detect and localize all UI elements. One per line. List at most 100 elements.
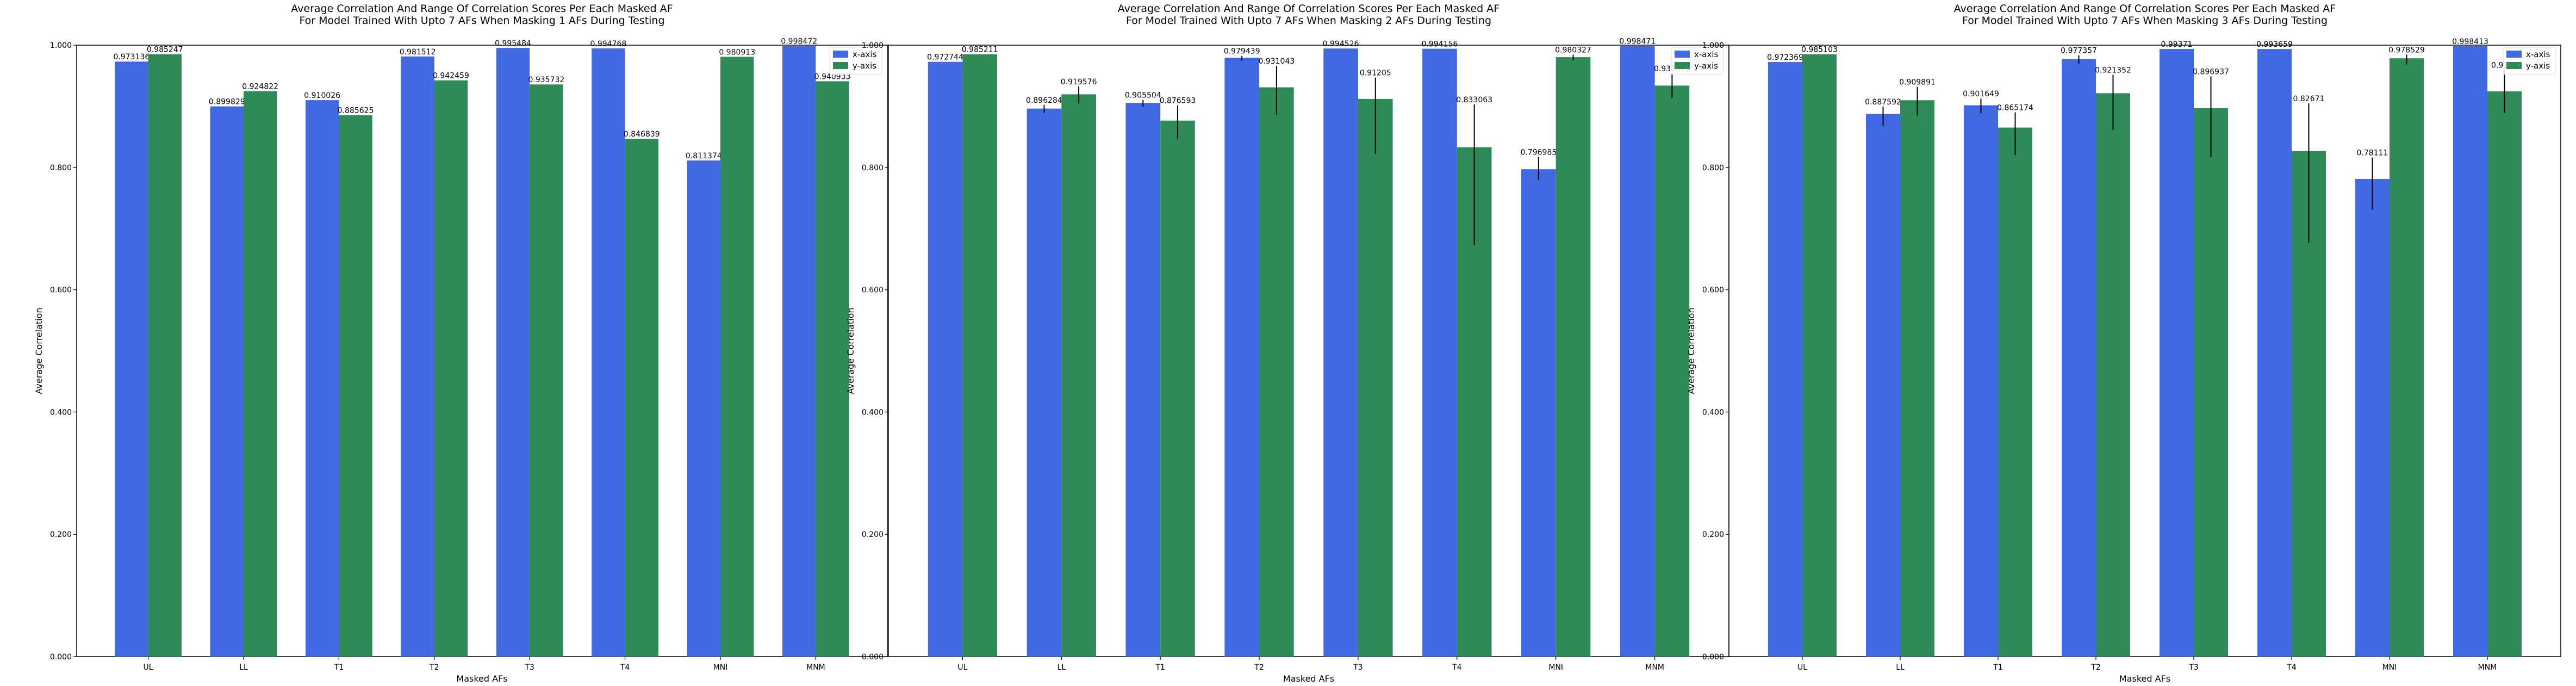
y-tick-label: 0.200 [50,530,72,539]
bar-value-label: 0.846839 [624,130,660,139]
bar-value-label: 0.899829 [209,98,245,107]
y-tick-label: 0.000 [1702,653,1724,662]
legend-swatch [833,51,848,58]
bar-value-label: 0.998413 [2452,38,2488,46]
y-axis-bar [1998,127,2032,657]
x-axis-bar [305,100,339,657]
chart-title: Average Correlation And Range Of Correla… [1954,3,2336,15]
y-tick-label: 0.800 [1702,164,1724,172]
x-axis-bar [782,46,816,657]
chart-panel-1: Average Correlation And Range Of Correla… [34,3,888,684]
y-axis-bar [2194,108,2228,657]
y-tick-label: 0.200 [1702,530,1724,539]
bar-value-label: 0.99371 [2161,40,2193,49]
y-tick-label: 0.400 [862,408,883,417]
y-axis-bar [816,81,849,657]
y-axis-bar [339,115,372,657]
y-axis-bar [1259,87,1294,657]
bar-value-label: 0.998471 [1619,38,1656,46]
bar-value-label: 0.876593 [1160,97,1196,106]
x-tick-label: T3 [1353,663,1362,672]
y-axis-bar [434,80,468,657]
y-tick-label: 1.000 [862,41,883,50]
legend-entry: y-axis [853,61,876,71]
y-axis-label: Average Correlation [845,307,856,394]
bar-value-label: 0.978529 [2388,46,2425,54]
x-axis-bar [2062,59,2096,657]
legend: x-axis y-axis [2503,47,2556,75]
bar-value-label: 0.980327 [1555,46,1591,55]
bar-value-label: 0.896937 [2193,67,2229,76]
chart-panel-3: Average Correlation And Range Of Correla… [1686,3,2561,684]
bar-value-label: 0.887592 [1865,98,1901,107]
y-tick-label: 0.200 [862,530,883,539]
y-tick-label: 0.800 [50,164,72,172]
x-tick-label: T4 [620,663,630,672]
x-axis-bar [1866,114,1900,657]
x-axis-label: Masked AFs [2119,673,2170,684]
y-tick-label: 0.600 [50,286,72,295]
bar-value-label: 0.980913 [719,48,755,57]
bar-value-label: 0.973136 [113,53,150,61]
x-tick-label: UL [144,663,153,672]
x-tick-label: MNI [1548,663,1563,672]
bar-value-label: 0.994768 [590,40,627,48]
legend-swatch [1675,51,1690,58]
x-tick-label: T4 [2286,663,2297,672]
x-axis-bar [1224,58,1260,657]
chart-subtitle: For Model Trained With Upto 7 AFs When M… [1962,15,2328,27]
legend: x-axis y-axis [829,47,882,75]
x-axis-bar [1521,169,1556,657]
y-axis-bar [1654,85,1690,657]
y-axis-bar [530,84,563,657]
chart-title: Average Correlation And Range Of Correla… [1118,3,1499,15]
legend-swatch [1675,62,1690,69]
bar-value-label: 0.981512 [400,48,436,57]
bar-value-label: 0.91205 [1360,69,1391,78]
bar-value-label: 0.905504 [1125,91,1161,100]
bar-value-label: 0.998472 [781,38,817,46]
bar-value-label: 0.82671 [2293,95,2325,103]
x-tick-label: MNM [2478,663,2497,672]
bar-value-label: 0.796985 [1520,149,1557,157]
x-tick-label: LL [239,663,248,672]
y-axis-bar [720,57,754,657]
plot-frame [888,45,1729,657]
plot-frame [1728,45,2561,657]
bar-value-label: 0.995484 [495,39,531,48]
x-axis-bar [1026,108,1062,657]
bar-value-label: 0.896284 [1026,96,1062,105]
x-tick-label: LL [1896,663,1905,672]
bar-value-label: 0.921352 [2095,66,2131,75]
y-axis-bar [1358,98,1393,657]
x-tick-label: LL [1057,663,1066,672]
y-axis-bar [243,91,277,657]
x-axis-bar [210,106,244,657]
x-tick-label: T4 [1452,663,1462,672]
y-axis-bar [1900,100,1934,657]
x-axis-bar [496,48,530,657]
x-tick-label: MNI [2382,663,2397,672]
x-tick-label: T3 [524,663,534,672]
legend-entry: y-axis [2526,61,2550,71]
y-axis-bar [148,54,182,657]
x-tick-label: UL [1797,663,1807,672]
legend-entry: x-axis [1694,50,1719,59]
x-axis-bar [1768,62,1802,657]
plot-frame [76,45,888,657]
x-tick-label: UL [957,663,967,672]
x-axis-bar [1422,48,1457,657]
y-tick-label: 0.400 [50,408,72,417]
x-tick-label: T3 [2188,663,2198,672]
y-axis-bar [2487,91,2522,657]
bar-value-label: 0.942459 [433,72,469,81]
legend-entry: y-axis [1694,61,1718,71]
chart-subtitle: For Model Trained With Upto 7 AFs When M… [1126,15,1491,27]
x-axis-bar [687,160,721,657]
y-tick-label: 0.400 [1702,408,1724,417]
x-tick-label: T2 [429,663,439,672]
chart-panel-2: Average Correlation And Range Of Correla… [845,3,1729,684]
bar-value-label: 0.979439 [1224,47,1260,56]
chart-subtitle: For Model Trained With Upto 7 AFs When M… [299,15,664,27]
